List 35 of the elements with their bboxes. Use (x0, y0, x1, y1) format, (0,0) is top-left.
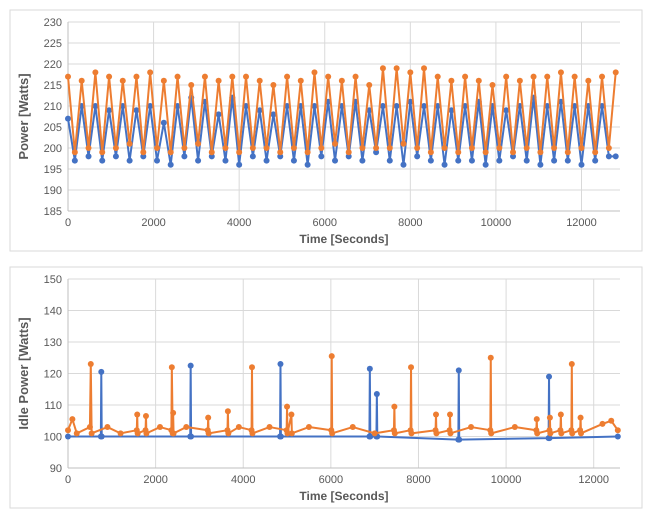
x-tick-label: 12000 (566, 217, 597, 229)
x-tick-label: 12000 (578, 474, 610, 486)
y-tick-label: 130 (44, 336, 62, 349)
y-tick-label: 140 (44, 305, 62, 318)
x-tick-label: 6000 (318, 474, 344, 486)
x-axis-title: Time [Seconds] (299, 489, 389, 503)
y-tick-label: 205 (44, 122, 62, 134)
y-tick-label: 90 (50, 462, 62, 475)
x-tick-label: 0 (64, 217, 72, 229)
y-tick-label: 100 (44, 431, 62, 444)
y-tick-label: 200 (44, 142, 62, 155)
x-tick-label: 2000 (141, 217, 166, 229)
x-tick-label: 8000 (406, 474, 431, 486)
x-tick-label: 10000 (480, 217, 512, 229)
x-tick-label: 4000 (230, 474, 256, 486)
x-tick-label: 8000 (398, 217, 423, 229)
x-tick-label: 6000 (312, 217, 337, 229)
y-tick-label: 195 (44, 164, 62, 176)
y-axis-title: Power [Watts] (16, 73, 31, 160)
x-tick-label: 0 (64, 474, 72, 486)
x-axis-title: Time [Seconds] (299, 232, 389, 246)
x-tick-label: 10000 (490, 474, 522, 486)
y-tick-label: 215 (44, 80, 62, 92)
y-axis-title: Idle Power [Watts] (16, 317, 31, 430)
y-tick-label: 190 (44, 184, 62, 197)
y-tick-label: 150 (44, 274, 62, 286)
y-tick-label: 120 (44, 368, 62, 380)
y-tick-label: 225 (44, 38, 62, 50)
y-tick-label: 110 (44, 400, 62, 412)
y-tick-label: 210 (44, 100, 62, 113)
x-tick-label: 4000 (226, 217, 252, 229)
y-tick-label: 220 (44, 58, 62, 71)
y-tick-label: 185 (44, 206, 62, 218)
y-tick-label: 230 (44, 16, 62, 29)
x-tick-label: 2000 (143, 474, 168, 486)
